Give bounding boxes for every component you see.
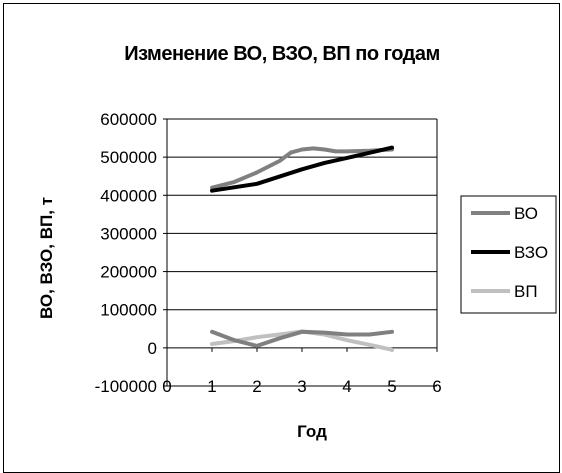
y-tick-label: 400000	[100, 186, 157, 205]
y-tick-label: 300000	[100, 224, 157, 243]
legend: ВО ВЗО ВП	[460, 195, 557, 314]
series-line	[210, 145, 394, 193]
x-tick-label: 3	[297, 377, 306, 396]
x-tick-label: 2	[252, 377, 261, 396]
y-axis-ticks: -100000 0 100000 200000 300000 400000 500000 60…	[95, 110, 167, 396]
legend-label: ВП	[514, 282, 538, 301]
x-axis-label: Год	[297, 422, 327, 441]
legend-label: ВО	[514, 204, 538, 223]
legend-box	[460, 195, 557, 314]
x-tick-label: 4	[342, 377, 351, 396]
series-line	[210, 146, 394, 190]
gridlines	[167, 118, 438, 387]
legend-label: ВЗО	[514, 243, 548, 262]
y-tick-label: -100000	[95, 377, 157, 396]
x-tick-label: 0	[162, 377, 171, 396]
y-tick-label: 200000	[100, 263, 157, 282]
y-tick-label: 0	[148, 339, 157, 358]
axes	[166, 119, 437, 386]
y-tick-label: 100000	[100, 301, 157, 320]
y-axis-label: ВО, ВЗО, ВП, т	[37, 197, 56, 319]
x-tick-label: 6	[432, 377, 441, 396]
series-lines	[210, 145, 394, 352]
chart-title: Изменение ВО, ВЗО, ВП по годам	[124, 43, 440, 65]
x-tick-label: 1	[207, 377, 216, 396]
x-axis-ticks: 0 1 2 3 4 5 6	[162, 347, 442, 396]
x-tick-label: 5	[387, 377, 396, 396]
y-tick-label: 600000	[100, 110, 157, 129]
series-line	[210, 329, 394, 348]
y-tick-label: 500000	[100, 148, 157, 167]
